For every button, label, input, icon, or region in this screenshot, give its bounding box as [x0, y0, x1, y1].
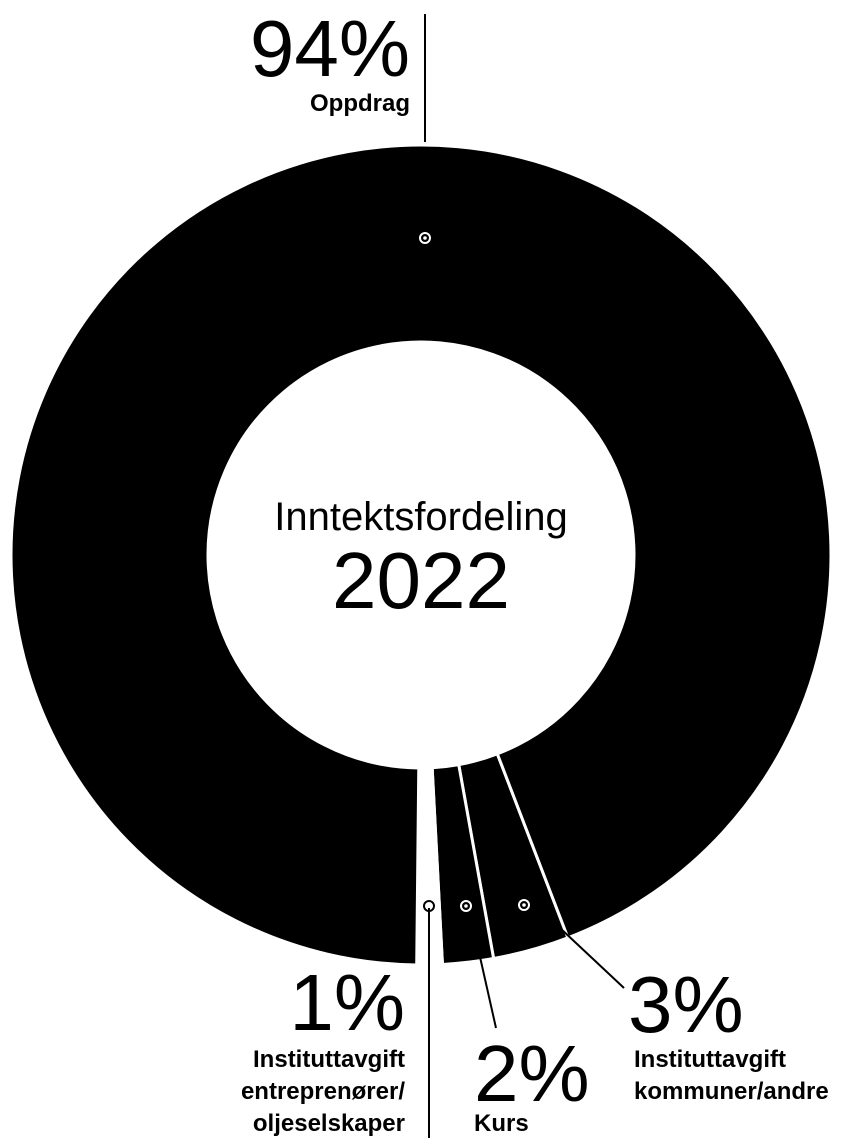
label-line-oljeselskaper-3: oljeselskaper [253, 1110, 405, 1137]
label-line-oljeselskaper-1: Instituttavgift [253, 1046, 405, 1073]
chart-year: 2022 [332, 536, 510, 625]
label-line-kommuner-1: Instituttavgift [634, 1046, 786, 1073]
donut-slices [9, 143, 833, 967]
label-pct-kurs: 2% [474, 1029, 590, 1118]
leader-line-kurs [477, 947, 497, 1029]
label-name-kurs: Kurs [474, 1110, 529, 1137]
marker-kurs [460, 900, 472, 912]
label-line-oljeselskaper-2: entreprenører/ [241, 1078, 405, 1105]
marker-kommuner [518, 899, 530, 911]
label-pct-kommuner: 3% [628, 960, 744, 1049]
label-line-kommuner-2: kommuner/andre [634, 1078, 829, 1105]
label-pct-oppdrag: 94% [250, 4, 410, 93]
leader-line-kommuner [559, 927, 625, 989]
slice-markers [419, 232, 530, 912]
label-name-oppdrag: Oppdrag [310, 90, 410, 117]
slice-oppdrag [9, 143, 833, 967]
marker-oppdrag [419, 232, 431, 244]
chart-title: Inntektsfordeling [274, 495, 568, 539]
label-pct-oljeselskaper: 1% [289, 958, 405, 1047]
